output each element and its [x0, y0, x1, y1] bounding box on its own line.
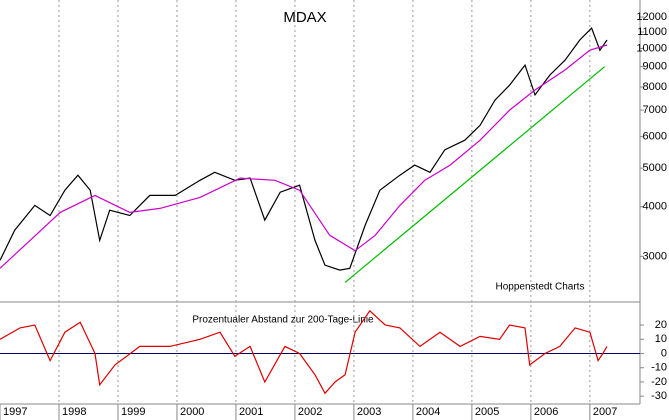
y-tick-label: 5000 [643, 162, 667, 174]
x-tick-label: 1997 [3, 406, 27, 418]
x-tick-label: 2001 [239, 406, 263, 418]
x-tick-label: 2006 [534, 406, 558, 418]
annotation: Hoppenstedt Charts [496, 282, 585, 293]
y-tick-label: 0 [661, 347, 667, 359]
x-tick-label: 2000 [180, 406, 204, 418]
y-tick-label: 10000 [636, 42, 667, 54]
data-line [344, 66, 605, 283]
y-tick-label: -10 [651, 362, 667, 374]
x-tick-label: 2007 [593, 406, 617, 418]
panel-title: Prozentualer Abstand zur 200-Tage-Linie [192, 315, 374, 326]
x-tick-label: 1998 [62, 406, 86, 418]
y-tick-label: 4000 [643, 201, 667, 213]
chart-title: MDAX [283, 9, 326, 26]
y-tick-label: 6000 [643, 131, 667, 143]
x-tick-label: 1999 [121, 406, 145, 418]
y-tick-label: 20 [655, 319, 667, 331]
y-tick-label: 11000 [637, 26, 667, 38]
x-tick-label: 2003 [357, 406, 381, 418]
y-tick-label: -20 [651, 376, 667, 388]
y-tick-label: 9000 [643, 61, 667, 73]
y-tick-label: 8000 [643, 81, 667, 93]
y-tick-label: 10 [655, 333, 667, 345]
y-tick-label: 12000 [636, 11, 667, 23]
x-tick-label: 2004 [416, 406, 440, 418]
y-tick-label: 3000 [643, 250, 667, 262]
y-tick-label: 7000 [643, 104, 667, 116]
x-tick-label: 2002 [298, 406, 322, 418]
y-tick-label: -30 [651, 390, 667, 402]
data-line [0, 44, 608, 269]
data-line [0, 309, 608, 395]
data-line [0, 27, 608, 271]
x-tick-label: 2005 [475, 406, 499, 418]
